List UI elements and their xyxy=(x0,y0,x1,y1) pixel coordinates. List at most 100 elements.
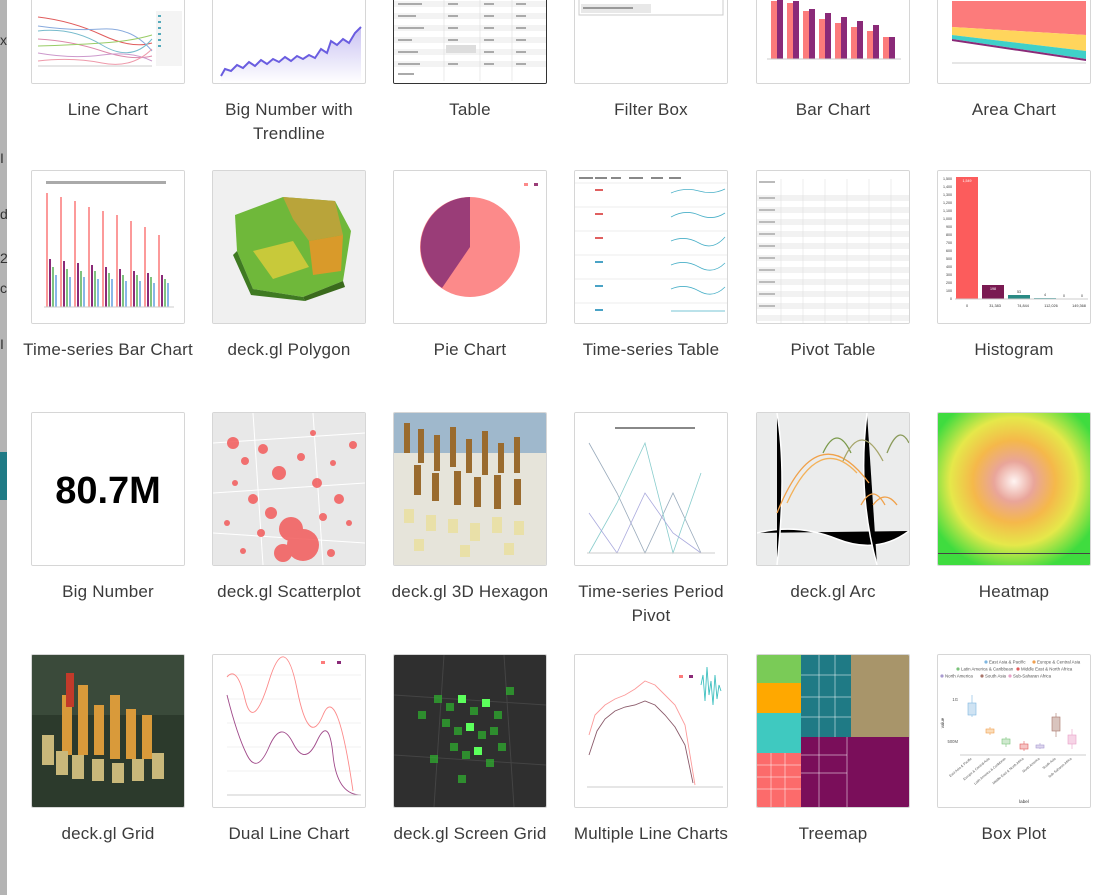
viz-card-label: deck.gl Scatterplot xyxy=(217,582,361,601)
viz-card-label: Bar Chart xyxy=(795,100,871,119)
histogram-y-tick: 300 xyxy=(946,273,952,277)
histogram-y-tick: 1,000 xyxy=(943,217,952,221)
viz-card-label: Big Number with Trendline xyxy=(225,100,353,143)
viz-thumbnail xyxy=(31,170,185,324)
background-pane: x I d 2 c I xyxy=(0,0,8,895)
table-thumbnail xyxy=(394,0,546,83)
viz-thumbnail xyxy=(937,412,1091,566)
viz-card-label: Filter Box xyxy=(614,100,688,119)
background-text-fragment: I xyxy=(0,150,4,166)
viz-thumbnail xyxy=(756,412,910,566)
histogram-y-tick: 700 xyxy=(946,241,952,245)
deckgl-screen-grid-thumbnail xyxy=(394,655,546,807)
viz-thumbnail: East Asia & Pacific Europe & Central Asi… xyxy=(937,654,1091,808)
heatmap-thumbnail xyxy=(938,413,1090,565)
viz-card-label: Time-series Bar Chart xyxy=(23,340,193,359)
histogram-y-tick: 1,500 xyxy=(943,177,952,181)
histogram-y-tick: 1,300 xyxy=(943,193,952,197)
histogram-x-tick: 74,844 xyxy=(1017,304,1029,308)
box-plot-thumbnail: East Asia & Pacific Europe & Central Asi… xyxy=(938,655,1090,807)
big-number-trendline-thumbnail xyxy=(220,26,362,83)
pivot-table-thumbnail xyxy=(757,171,909,323)
viz-thumbnail xyxy=(574,170,728,324)
histogram-bar-label: 0 xyxy=(1063,294,1065,298)
histogram-y-tick: 100 xyxy=(946,289,952,293)
viz-thumbnail xyxy=(574,412,728,566)
viz-card-label: Time-series Table xyxy=(582,340,720,359)
viz-thumbnail xyxy=(937,0,1091,84)
viz-card-label: Treemap xyxy=(798,824,868,843)
box-plot-legend-item: East Asia & Pacific xyxy=(989,660,1026,665)
box-plot-legend-item: Sub-Saharan Africa xyxy=(1013,674,1052,679)
histogram-y-tick: 200 xyxy=(946,281,952,285)
viz-thumbnail xyxy=(393,654,547,808)
deckgl-3d-hexagon-thumbnail xyxy=(394,413,546,565)
histogram-y-tick: 1,100 xyxy=(943,209,952,213)
box-plot-y-axis-label: value xyxy=(940,717,945,728)
histogram-y-tick: 400 xyxy=(946,265,952,269)
treemap-thumbnail xyxy=(757,655,909,807)
bar-chart-thumbnail xyxy=(757,0,909,83)
viz-thumbnail xyxy=(574,0,728,84)
deckgl-grid-thumbnail xyxy=(32,655,184,807)
histogram-bar xyxy=(956,177,978,299)
histogram-y-tick: 0 xyxy=(950,297,952,301)
background-text-fragment: c xyxy=(0,280,7,296)
viz-thumbnail: 1,500 1,400 1,300 1,200 1,100 1,000 900 … xyxy=(937,170,1091,324)
histogram-bar-label: 0 xyxy=(1081,294,1083,298)
big-number-thumbnail: 80.7M xyxy=(32,413,184,565)
viz-thumbnail: 80.7M xyxy=(31,412,185,566)
pie-chart-thumbnail xyxy=(394,171,546,323)
filter-box-thumbnail xyxy=(575,0,727,83)
box-plot-legend-item: Europe & Central Asia xyxy=(1037,660,1081,665)
histogram-y-tick: 500 xyxy=(946,257,952,261)
histogram-bar xyxy=(982,285,1004,299)
viz-card-label: Pie Chart xyxy=(433,340,507,359)
viz-thumbnail xyxy=(31,654,185,808)
viz-thumbnail xyxy=(212,654,366,808)
viz-thumbnail xyxy=(393,412,547,566)
viz-thumbnail xyxy=(212,412,366,566)
histogram-thumbnail: 1,500 1,400 1,300 1,200 1,100 1,000 900 … xyxy=(938,171,1090,323)
background-text-fragment: 2 xyxy=(0,250,8,266)
viz-thumbnail xyxy=(393,0,547,84)
box-plot-legend-item: North America xyxy=(945,674,973,679)
viz-thumbnail xyxy=(574,654,728,808)
histogram-y-tick: 800 xyxy=(946,233,952,237)
histogram-x-tick: 31,383 xyxy=(989,304,1001,308)
viz-thumbnail xyxy=(212,0,366,84)
area-chart-thumbnail xyxy=(938,0,1090,83)
viz-card-label: Dual Line Chart xyxy=(228,824,350,843)
viz-card-label: Multiple Line Charts xyxy=(573,824,729,843)
deckgl-arc-thumbnail xyxy=(757,413,909,565)
viz-thumbnail xyxy=(756,170,910,324)
histogram-y-tick: 1,400 xyxy=(943,185,952,189)
viz-card-label: Line Chart xyxy=(67,100,149,119)
viz-card-label: deck.gl Grid xyxy=(61,824,155,843)
histogram-y-tick: 1,200 xyxy=(943,201,952,205)
histogram-bar xyxy=(1008,295,1030,299)
viz-card-label: Heatmap xyxy=(978,582,1050,601)
viz-card-label: Time-series Period Pivot xyxy=(578,582,724,625)
box-plot-legend-item: Middle East & North Africa xyxy=(1021,667,1073,672)
viz-thumbnail xyxy=(212,170,366,324)
box-plot-y-tick: 500M xyxy=(948,739,959,744)
time-series-period-pivot-thumbnail xyxy=(575,413,727,565)
viz-card-label: deck.gl Polygon xyxy=(227,340,351,359)
multiple-line-charts-thumbnail xyxy=(575,655,727,807)
box-plot-y-tick: 1G xyxy=(952,697,958,702)
viz-card-label: Pivot Table xyxy=(790,340,876,359)
box-plot-x-axis-label: label xyxy=(1019,799,1029,804)
viz-thumbnail xyxy=(31,0,185,84)
time-series-table-thumbnail xyxy=(575,171,727,323)
histogram-bar-label: 4 xyxy=(1044,293,1046,297)
viz-thumbnail xyxy=(756,654,910,808)
histogram-bar-label: 1,549 xyxy=(963,179,972,183)
histogram-x-tick: 0 xyxy=(966,304,968,308)
background-teal-block xyxy=(0,452,7,500)
box-plot-legend-item: South Asia xyxy=(985,674,1007,679)
background-text-fragment: x xyxy=(0,32,7,48)
background-text-fragment: I xyxy=(0,336,4,352)
histogram-x-tick: 112,026 xyxy=(1044,304,1057,308)
